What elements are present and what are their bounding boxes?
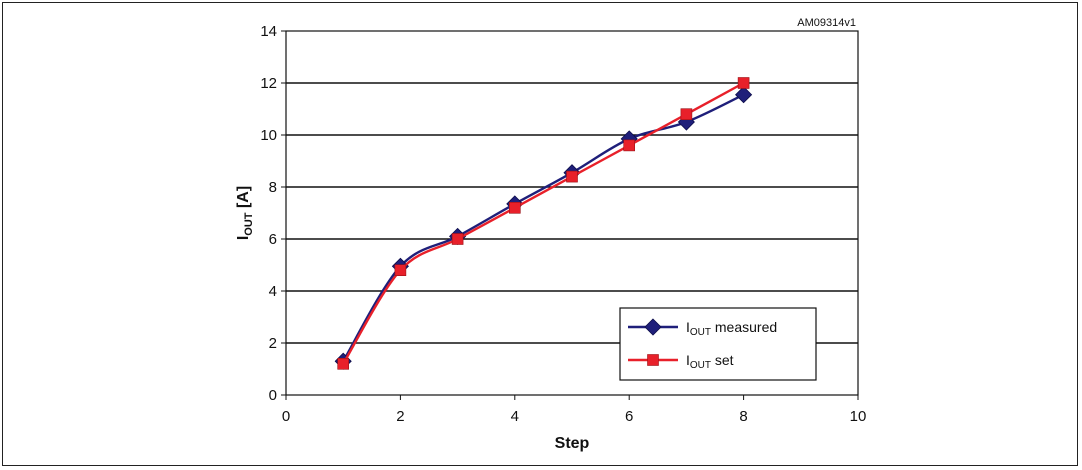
legend-label-rest: set [711,352,734,368]
y-axis-title: IOUT [A] [235,186,255,240]
y-tick-label: 8 [269,179,277,196]
data-point [337,357,350,370]
legend-label: IOUT set [686,352,734,371]
series-1 [337,77,750,370]
y-axis-title-sub: OUT [243,212,255,236]
data-point [451,233,464,245]
y-tick-label: 10 [260,127,277,144]
legend-label: IOUT measured [686,319,777,338]
x-tick-label: 2 [396,408,404,425]
gridlines [286,82,858,344]
y-tick-label: 14 [260,23,277,40]
series-group [334,77,753,370]
data-point [680,108,693,120]
legend-label-main: I [686,319,690,335]
y-tick-label: 6 [269,231,277,248]
legend-label-sub: OUT [690,327,711,338]
data-point [737,77,750,89]
legend-marker [647,354,659,366]
figure-reference: AM09314v1 [797,17,856,29]
data-point [623,139,636,152]
x-tick-label: 4 [511,408,519,425]
x-tick-label: 8 [739,408,747,425]
data-point [566,170,578,183]
legend-label-rest: measured [711,319,777,335]
data-point [735,86,753,104]
x-tick-label: 6 [625,408,633,425]
data-point [508,202,521,214]
legend-label-main: I [686,352,690,368]
y-tick-label: 0 [269,387,277,404]
axis-ticks: 0 2 4 6 8 10 12 14 0 2 4 6 8 10 [260,23,866,425]
x-tick-label: 0 [282,408,290,425]
y-axis-title-unit: [A] [235,186,252,213]
y-axis-title-main: I [235,236,252,240]
x-axis-title: Step [555,435,590,452]
data-point [394,264,407,277]
legend-marker [644,318,662,336]
legend-label-sub: OUT [690,360,711,371]
y-tick-label: 12 [260,75,277,92]
y-tick-label: 4 [269,283,277,300]
plot-area [285,30,859,396]
y-tick-label: 2 [269,335,277,352]
x-tick-label: 10 [850,408,867,425]
